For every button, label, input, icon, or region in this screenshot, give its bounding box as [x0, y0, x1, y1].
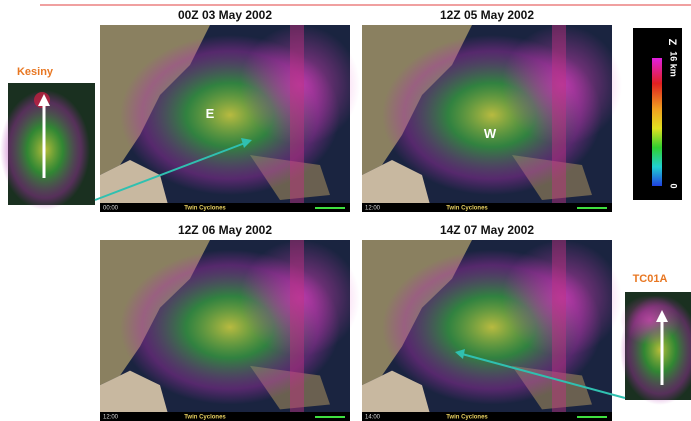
inset-swirl — [620, 295, 680, 345]
cyclone-marker: E — [206, 106, 215, 121]
footer-time: 12:00 — [365, 206, 381, 212]
satellite-image — [100, 240, 360, 421]
panel-title: 12Z 05 May 2002 — [440, 8, 534, 22]
footer-caption: Twin Cyclones — [184, 206, 226, 212]
colorbar-max: 16 km — [669, 51, 679, 77]
panel-title: 12Z 06 May 2002 — [178, 223, 272, 237]
footer-scale — [315, 207, 345, 209]
footer-time: 12:00 — [103, 415, 119, 421]
cyclone-marker: W — [484, 126, 497, 141]
inset-label: TC01A — [633, 273, 668, 285]
colorbar-min: 0 — [669, 183, 679, 188]
satellite-image — [362, 240, 622, 421]
footer-scale — [577, 207, 607, 209]
colorbar-gradient — [652, 58, 662, 186]
panel-title: 00Z 03 May 2002 — [178, 8, 272, 22]
inset-label: Kesiny — [17, 66, 54, 78]
satellite-image — [362, 25, 622, 212]
panel-title: 14Z 07 May 2002 — [440, 223, 534, 237]
footer-caption: Twin Cyclones — [446, 206, 488, 212]
footer-caption: Twin Cyclones — [184, 415, 226, 421]
colorbar-axis: Z — [666, 39, 678, 46]
footer-scale — [577, 416, 607, 418]
figure: 00Z 03 May 2002 00:00 Twin Cyclones E 12Z 05… — [0, 0, 691, 421]
footer-scale — [315, 416, 345, 418]
footer-caption: Twin Cyclones — [446, 415, 488, 421]
footer-time: 14:00 — [365, 415, 381, 421]
footer-time: 00:00 — [103, 206, 119, 212]
